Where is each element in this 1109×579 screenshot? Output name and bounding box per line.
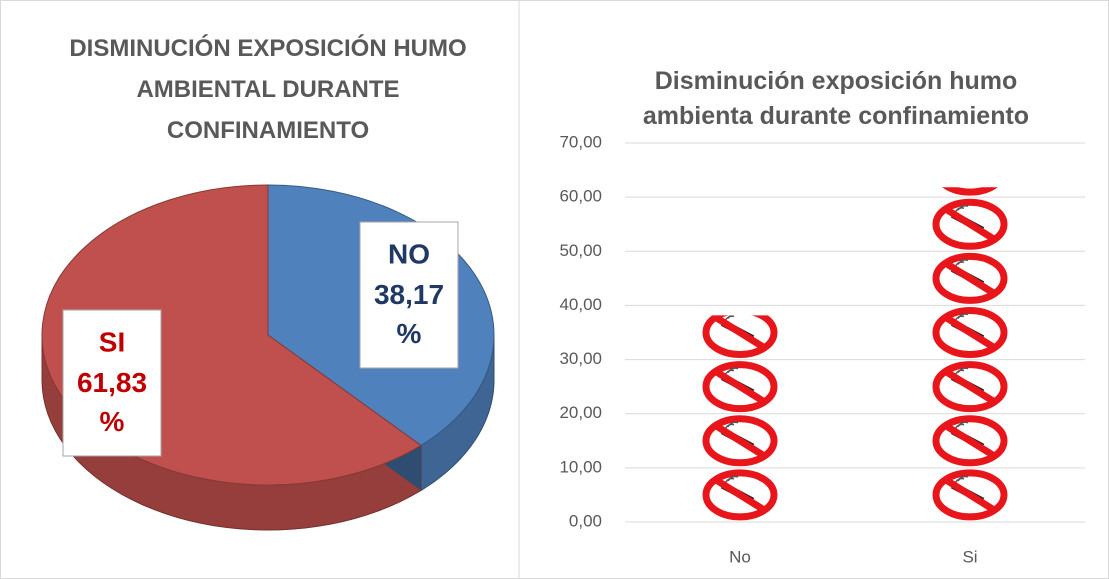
icon-slash xyxy=(944,422,996,459)
no-smoking-icon xyxy=(932,469,1008,521)
icon-slash xyxy=(714,422,766,459)
pie-category-label: NO xyxy=(388,238,430,269)
icon-slash xyxy=(714,368,766,405)
icon-cigarette xyxy=(951,157,984,179)
icon-slash xyxy=(944,368,996,405)
pie-label-box xyxy=(359,221,459,369)
pie-category-label: SI xyxy=(99,326,125,357)
no-smoking-icon xyxy=(932,307,1008,358)
no-smoking-icon xyxy=(702,415,778,467)
pie-title: DISMINUCIÓN EXPOSICIÓN HUMO AMBIENTAL DUR… xyxy=(69,34,466,144)
no-smoking-icon xyxy=(932,198,1008,250)
icon-slash xyxy=(944,314,996,351)
y-tick-label: 30,00 xyxy=(559,349,602,368)
no-smoking-icon xyxy=(942,152,998,196)
y-tick-label: 60,00 xyxy=(559,187,602,206)
y-tick-label: 40,00 xyxy=(559,295,602,314)
no-smoking-icon xyxy=(702,361,778,413)
pictograph-bar xyxy=(702,315,778,521)
no-smoking-icon xyxy=(932,361,1008,413)
no-smoking-icon xyxy=(702,315,778,358)
icon-slash xyxy=(944,206,996,243)
y-tick-label: 20,00 xyxy=(559,403,602,422)
no-smoking-icon xyxy=(932,415,1008,467)
x-tick-label: Si xyxy=(962,547,977,566)
y-tick-label: 0,00 xyxy=(569,511,602,530)
icon-slash xyxy=(944,260,996,297)
y-tick-label: 70,00 xyxy=(559,132,602,151)
icon-slash xyxy=(944,476,996,513)
icon-slash xyxy=(990,187,993,189)
pie-value-label: 38,17% xyxy=(374,279,444,349)
x-tick-label: No xyxy=(729,547,751,566)
icon-slash xyxy=(714,315,766,351)
y-tick-label: 50,00 xyxy=(559,241,602,260)
icon-ring xyxy=(942,187,998,196)
y-tick-label: 10,00 xyxy=(559,457,602,476)
pie-value-label: 61,83% xyxy=(77,367,147,437)
bar-title: Disminución exposición humo ambienta dura… xyxy=(643,67,1029,130)
no-smoking-icon xyxy=(702,469,778,521)
pie-label-box xyxy=(62,309,162,457)
icon-smoke xyxy=(954,152,968,161)
pictograph-bar xyxy=(932,152,1008,521)
no-smoking-icon xyxy=(932,252,1008,304)
icon-slash xyxy=(714,476,766,513)
